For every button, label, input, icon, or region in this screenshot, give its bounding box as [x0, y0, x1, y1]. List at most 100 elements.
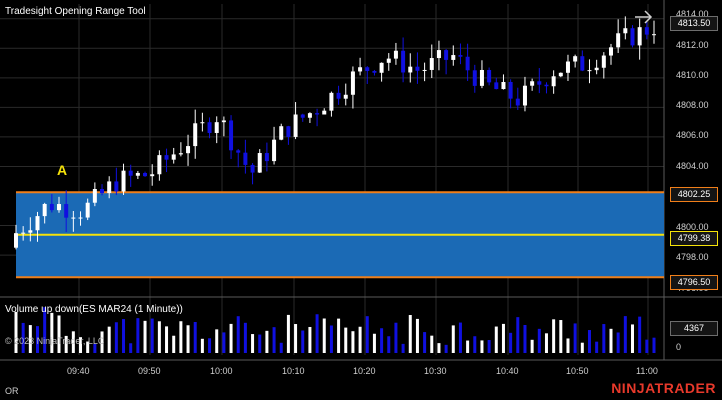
y-tick: 4812.00 [676, 40, 709, 50]
candle-body [379, 62, 384, 73]
y-tick: 4800.00 [676, 222, 709, 232]
volume-bar [251, 334, 255, 353]
candle-body [422, 69, 427, 71]
volume-bar [129, 343, 133, 353]
volume-bar [602, 324, 606, 353]
candle-body [436, 50, 441, 59]
volume-bar [537, 328, 541, 353]
time-tick: 10:20 [353, 366, 376, 376]
volume-bar [100, 331, 104, 353]
volume-bar [36, 326, 40, 353]
candle-body [135, 172, 140, 176]
candle-body [465, 56, 470, 71]
time-tick: 10:40 [496, 366, 519, 376]
candle-body [49, 203, 54, 211]
candle-body [78, 217, 83, 219]
candle-body [508, 82, 513, 99]
candle-body [171, 154, 176, 160]
volume-bar [57, 315, 61, 353]
volume-bar [616, 332, 620, 353]
candle-body [85, 202, 90, 218]
volume-bar [473, 336, 477, 353]
volume-bar [308, 326, 312, 353]
y-tick: 4810.00 [676, 70, 709, 80]
candle-body [28, 230, 33, 233]
candle-body [637, 27, 642, 46]
candle-body [300, 114, 305, 118]
volume-bar [50, 312, 54, 353]
volume-bar [566, 338, 570, 353]
volume-bar [380, 328, 384, 353]
candle-body [343, 94, 348, 99]
volume-bar [28, 325, 32, 353]
volume-bar [451, 325, 455, 353]
candle-body [336, 92, 341, 99]
volume-bar [458, 322, 462, 353]
candle-body [114, 181, 119, 192]
volume-bar [516, 317, 520, 353]
candle-body [221, 120, 226, 123]
volume-bar [222, 332, 226, 353]
volume-bar [609, 328, 613, 353]
y-tick: 4814.00 [676, 9, 709, 19]
candle-body [293, 114, 298, 137]
volume-bar [329, 325, 333, 353]
candle-body [544, 84, 549, 87]
volume-bar [71, 331, 75, 353]
y-tick: 4798.00 [676, 252, 709, 262]
candle-body [479, 69, 484, 86]
time-tick: 11:00 [636, 366, 658, 376]
candle-body [616, 33, 621, 48]
volume-bar [200, 338, 204, 353]
candle-body [143, 172, 148, 177]
volume-bar [258, 334, 262, 353]
volume-bar [430, 335, 434, 353]
time-tick: 09:50 [138, 366, 161, 376]
candle-body [322, 110, 327, 115]
volume-bar [179, 321, 183, 353]
candle-body [107, 181, 112, 194]
candle-body [565, 61, 570, 73]
time-tick: 09:40 [67, 366, 90, 376]
candle-body [393, 50, 398, 59]
candle-body [193, 123, 198, 147]
volume-bar [652, 337, 656, 353]
volume-bar [544, 333, 548, 353]
candle-body [415, 66, 420, 71]
volume-bar [466, 340, 470, 353]
volume-bar [315, 314, 319, 353]
y-tick: 4804.00 [676, 161, 709, 171]
volume-bar [172, 335, 176, 353]
candle-body [580, 56, 585, 71]
volume-bar [236, 316, 240, 353]
volume-bar [387, 336, 391, 353]
time-tick: 10:00 [210, 366, 233, 376]
candle-body [207, 122, 212, 133]
volume-bar [365, 316, 369, 353]
range-high-badge: 4802.25 [670, 187, 718, 202]
volume-bar [279, 342, 283, 353]
candle-body [236, 150, 241, 153]
candle-body [272, 139, 277, 162]
volume-bar [494, 326, 498, 353]
volume-bar [530, 339, 534, 353]
candle-body [444, 50, 449, 60]
candle-body [229, 120, 234, 151]
candle-body [307, 113, 312, 118]
candle-body [57, 204, 62, 211]
time-tick: 10:30 [424, 366, 447, 376]
candle-body [558, 72, 563, 77]
candle-body [501, 82, 506, 90]
candle-body [71, 217, 76, 219]
candle-body [601, 55, 606, 68]
volume-bar [351, 331, 355, 353]
volume-bar [587, 330, 591, 353]
volume-bar [623, 316, 627, 353]
scroll-to-latest-icon[interactable] [633, 9, 655, 25]
volume-bar [401, 343, 405, 353]
volume-bar [143, 320, 147, 353]
volume-bar [372, 333, 376, 353]
volume-bar [157, 321, 161, 353]
candle-body [100, 189, 105, 194]
